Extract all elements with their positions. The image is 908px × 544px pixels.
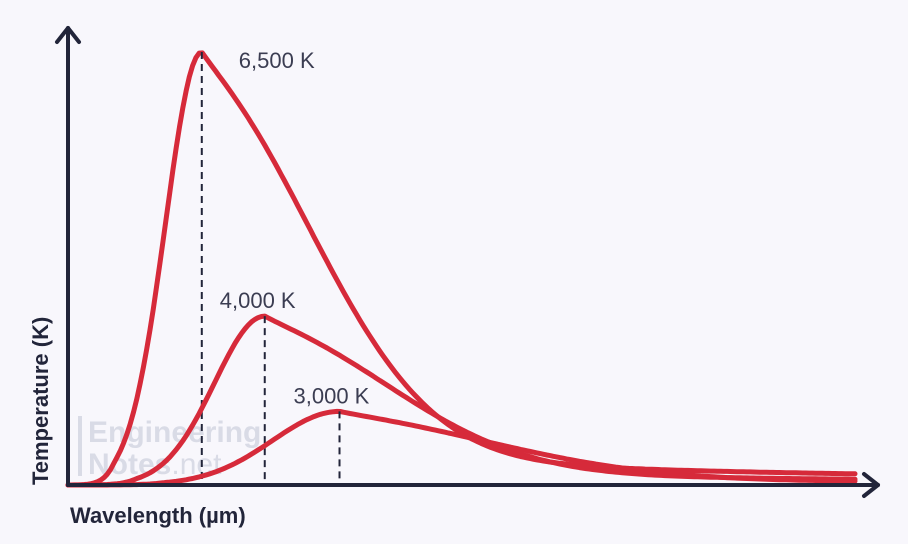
watermark-bar (78, 416, 82, 476)
x-axis-arrow (862, 472, 880, 498)
curve-label-6500k: 6,500 K (239, 48, 315, 73)
y-axis-arrow (55, 26, 81, 44)
watermark-line1: Engineering (88, 416, 261, 449)
plot-area: 6,500 K 4,000 K 3,000 K (65, 48, 858, 488)
x-axis-label: Wavelength (µm) (70, 503, 246, 528)
curve-label-3000k: 3,000 K (294, 383, 370, 408)
watermark-line2: Notes.net (88, 448, 222, 481)
axes (55, 26, 880, 498)
curve-6500k (65, 50, 858, 488)
y-axis-label: Temperature (K) (28, 317, 53, 485)
curve-3000k (65, 408, 858, 488)
watermark-line2-bold: Notes (88, 448, 171, 481)
watermark: Engineering Notes.net (78, 416, 261, 481)
curve-label-4000k: 4,000 K (220, 288, 296, 313)
